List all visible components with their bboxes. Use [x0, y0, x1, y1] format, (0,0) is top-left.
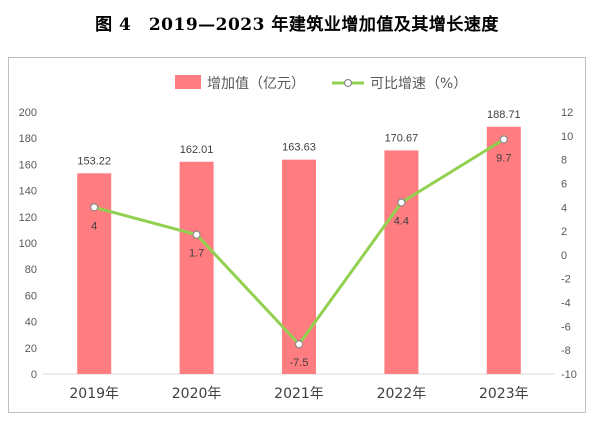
growth-data-label: 1.7	[189, 248, 204, 260]
x-tick-label: 2019年	[69, 386, 119, 402]
growth-point	[294, 340, 304, 349]
y-right-tick-label: 8	[561, 155, 567, 167]
y-left-tick-label: 160	[19, 159, 37, 171]
legend-label-bar: 增加值（亿元）	[207, 76, 305, 92]
y-right-tick-label: -6	[561, 321, 571, 333]
legend-label-line: 可比增速（%）	[370, 76, 467, 92]
y-right-tick-label: -2	[561, 274, 571, 286]
chart-title: 图 4 2019—2023 年建筑业增加值及其增长速度	[95, 15, 499, 35]
bar-data-label: 188.71	[487, 109, 521, 121]
bar	[282, 159, 316, 374]
y-left-tick-label: 40	[25, 317, 37, 329]
y-left-tick-label: 100	[19, 238, 37, 250]
bar-data-label: 163.63	[282, 142, 316, 154]
x-tick-label: 2020年	[172, 386, 222, 402]
y-right-tick-label: 0	[561, 250, 567, 262]
y-right-tick-label: 6	[561, 178, 567, 190]
y-right-tick-label: -4	[561, 298, 571, 310]
y-left-tick-label: 120	[19, 212, 37, 224]
growth-data-label: -7.5	[290, 357, 309, 369]
y-right-tick-label: 4	[561, 202, 567, 214]
legend-swatch-marker	[343, 78, 353, 88]
growth-data-label: 4.4	[394, 216, 409, 228]
y-right-tick-label: 10	[561, 131, 573, 143]
y-left-tick-label: 200	[19, 107, 37, 119]
legend-swatch-bar	[175, 75, 201, 89]
x-tick-label: 2022年	[377, 386, 427, 402]
bar	[384, 150, 419, 374]
growth-point	[499, 135, 508, 144]
x-tick-label: 2021年	[274, 386, 324, 402]
y-left-tick-label: 80	[25, 264, 37, 276]
growth-point	[397, 198, 406, 207]
growth-data-label: 4	[91, 220, 97, 232]
bar-data-label: 153.22	[77, 155, 111, 167]
y-left-tick-label: 20	[25, 343, 37, 355]
growth-point	[192, 230, 201, 239]
y-left-tick-label: 140	[19, 186, 37, 198]
y-right-tick-label: -10	[561, 369, 577, 381]
growth-data-label: 9.7	[496, 152, 511, 164]
x-tick-label: 2023年	[479, 386, 529, 402]
y-left-tick-label: 0	[31, 369, 37, 381]
bar-data-label: 162.01	[180, 144, 214, 156]
bar	[486, 126, 521, 374]
y-right-tick-label: 2	[561, 226, 567, 238]
bar	[179, 161, 214, 374]
y-left-tick-label: 180	[19, 133, 37, 145]
bar-data-label: 170.67	[385, 132, 419, 144]
growth-point	[90, 203, 99, 212]
y-right-tick-label: 12	[561, 107, 573, 119]
y-right-tick-label: -8	[561, 345, 571, 357]
y-left-tick-label: 60	[25, 290, 37, 302]
